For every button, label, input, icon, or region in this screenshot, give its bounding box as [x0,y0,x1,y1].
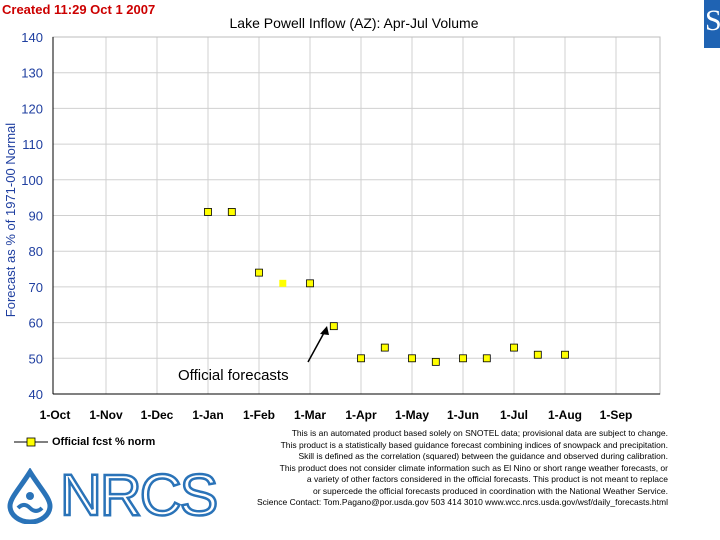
data-point [408,354,416,363]
data-point [459,354,467,363]
disclaimer-line: or supercede the official forecasts prod… [313,485,668,496]
annotation-label: Official forecasts [178,367,289,384]
y-tick-label: 120 [21,101,43,116]
legend-marker [14,437,48,447]
side-logo: S [704,0,720,48]
y-axis-label: Forecast as % of 1971-00 Normal [3,123,18,317]
disclaimer-line: This is an automated product based solel… [291,428,668,438]
data-points [204,208,569,366]
chart-title: Lake Powell Inflow (AZ): Apr-Jul Volume [230,15,479,31]
x-tick-label: 1-Dec [141,408,174,422]
y-tick-label: 40 [29,387,43,402]
nrcs-logo: NRCS [4,462,220,530]
disclaimer: This is an automated product based solel… [196,428,668,509]
x-tick-label: 1-May [395,408,429,422]
y-tick-label: 100 [21,173,43,188]
legend: Official fcst % norm [14,436,155,448]
y-tick-label: 140 [21,30,43,45]
x-tick-label: 1-Feb [243,408,275,422]
annotation-arrowhead [320,326,329,335]
x-tick-label: 1-Jul [500,408,528,422]
disclaimer-line: a variety of other factors considered in… [306,474,668,484]
x-tick-label: 1-Nov [89,408,123,422]
grid [53,36,660,394]
y-tick-label: 80 [29,244,43,259]
legend-label: Official fcst % norm [52,436,156,448]
data-point [561,350,569,359]
annotation-arrow [307,330,326,363]
created-timestamp: Created 11:29 Oct 1 2007 [2,2,156,17]
y-tick-label: 90 [29,209,43,224]
x-tick-label: 1-Apr [345,408,377,422]
y-tick-label: 60 [29,316,43,331]
nrcs-wordmark: NRCS [59,462,220,530]
data-point [329,322,338,331]
data-point [204,208,212,216]
x-tick-label: 1-Oct [40,408,71,422]
data-point [482,354,491,363]
annotation: Official forecasts [178,326,329,384]
y-tick-label: 70 [29,280,43,295]
y-tick-label: 130 [21,66,43,81]
data-point [306,279,314,288]
data-point [510,343,518,352]
disclaimer-line: This product is a statistically based gu… [280,439,668,450]
y-tick-label: 50 [29,351,43,366]
disclaimer-line: This product does not consider climate i… [279,462,668,473]
data-point [279,279,287,287]
y-tick-label: 110 [22,137,43,152]
x-tick-label: 1-Sep [600,408,633,422]
x-tick-label: 1-Jun [447,408,479,422]
data-point [227,208,236,216]
x-tick-label: 1-Aug [548,408,582,422]
water-drop-icon [7,467,53,524]
data-point [431,357,440,366]
x-tick-label: 1-Mar [294,408,326,422]
data-point [533,350,542,359]
y-ticks: 40 50 60 70 80 90 100 110 120 130 140 [21,30,43,402]
x-ticks: 1-Oct 1-Nov 1-Dec 1-Jan 1-Feb 1-Mar 1-Apr 1-May… [40,408,633,422]
data-point [255,268,263,277]
data-point [380,343,389,352]
disclaimer-line: Skill is defined as the correlation (squ… [298,451,668,461]
disclaimer-line: Science Contact: Tom.Pagano@por.usda.gov… [256,497,668,507]
x-tick-label: 1-Jan [192,408,223,422]
axes [52,36,661,395]
data-point [357,354,365,363]
